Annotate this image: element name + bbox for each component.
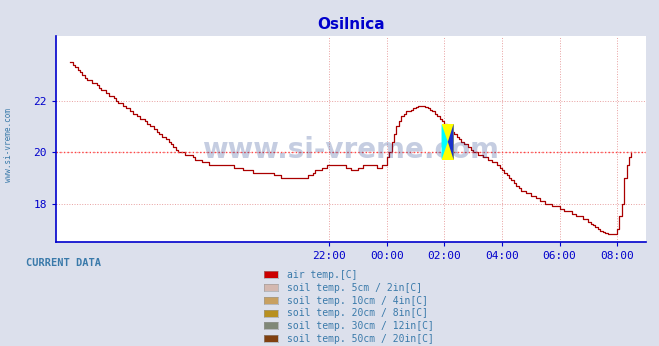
Text: soil temp. 50cm / 20in[C]: soil temp. 50cm / 20in[C] (287, 334, 434, 344)
Text: soil temp. 5cm / 2in[C]: soil temp. 5cm / 2in[C] (287, 283, 422, 293)
Text: air temp.[C]: air temp.[C] (287, 270, 357, 280)
Polygon shape (442, 124, 448, 160)
Text: www.si-vreme.com: www.si-vreme.com (202, 136, 500, 164)
Bar (442, 124, 453, 160)
Text: soil temp. 30cm / 12in[C]: soil temp. 30cm / 12in[C] (287, 321, 434, 331)
Text: soil temp. 20cm / 8in[C]: soil temp. 20cm / 8in[C] (287, 309, 428, 318)
Title: Osilnica: Osilnica (317, 17, 385, 33)
Text: soil temp. 10cm / 4in[C]: soil temp. 10cm / 4in[C] (287, 296, 428, 306)
Text: CURRENT DATA: CURRENT DATA (26, 258, 101, 268)
Text: www.si-vreme.com: www.si-vreme.com (4, 108, 13, 182)
Polygon shape (448, 124, 453, 160)
